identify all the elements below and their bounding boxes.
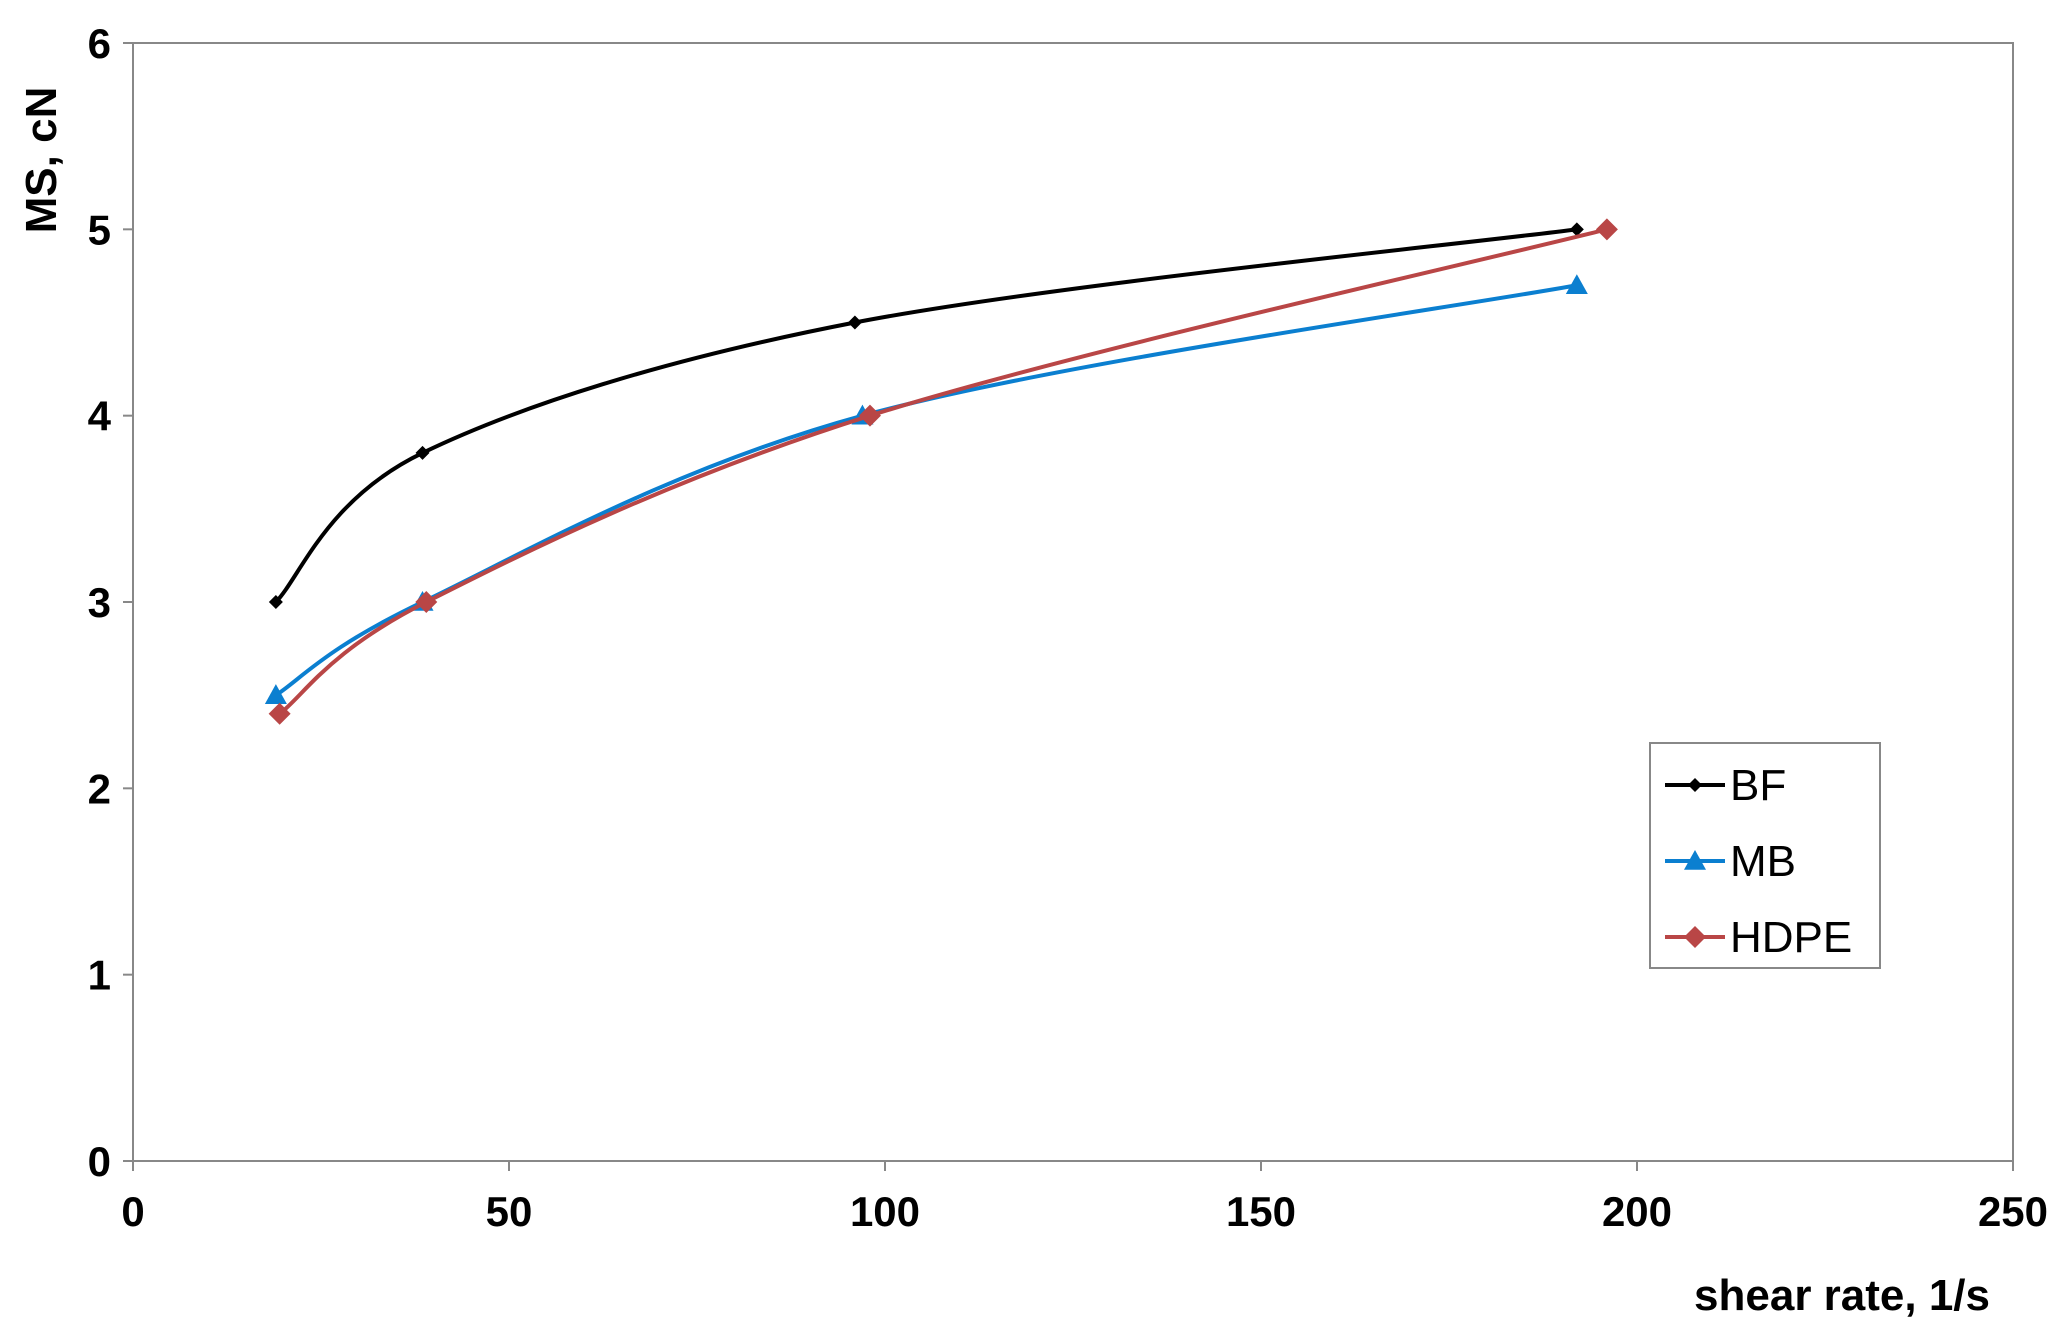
x-tick-label: 150 — [1226, 1188, 1296, 1235]
series-bf — [268, 222, 1584, 609]
y-tick-label: 0 — [88, 1138, 111, 1185]
plot-area — [132, 42, 2014, 1162]
data-point-hdpe — [268, 702, 291, 725]
legend-label-bf: BF — [1730, 761, 1786, 810]
series-hdpe — [268, 218, 1618, 725]
x-tick-label: 200 — [1602, 1188, 1672, 1235]
y-tick-label: 2 — [88, 765, 111, 812]
legend: BF MB HDPE — [1649, 742, 1881, 969]
x-axis: 0 50 100 150 200 250 — [121, 1161, 2048, 1235]
legend-marker-hdpe — [1684, 926, 1706, 948]
data-point-bf — [1569, 222, 1584, 237]
legend-box — [1649, 742, 1881, 969]
y-tick-label: 1 — [88, 952, 111, 999]
y-tick-label: 3 — [88, 579, 111, 626]
data-point-bf — [847, 315, 862, 330]
data-point-mb — [1565, 274, 1588, 295]
legend-label-mb: MB — [1730, 837, 1796, 886]
y-tick-label: 5 — [88, 206, 111, 253]
y-axis-title: MS, cN — [17, 87, 66, 234]
data-point-hdpe — [1595, 218, 1618, 241]
x-axis-title: shear rate, 1/s — [1694, 1271, 1990, 1320]
x-tick-label: 100 — [850, 1188, 920, 1235]
y-axis: 0 1 2 3 4 5 6 — [88, 20, 133, 1185]
y-tick-label: 4 — [88, 393, 112, 440]
series-line-mb — [274, 283, 1578, 697]
x-tick-label: 50 — [486, 1188, 533, 1235]
series-layer — [264, 218, 1618, 725]
series-line-bf — [274, 227, 1578, 604]
data-point-mb — [264, 684, 287, 704]
data-point-bf — [268, 595, 283, 609]
y-tick-label: 6 — [88, 20, 111, 67]
data-point-hdpe — [415, 591, 438, 613]
x-tick-label: 250 — [1978, 1188, 2048, 1235]
legend-marker-mb — [1684, 850, 1706, 870]
x-tick-label: 0 — [121, 1188, 144, 1235]
series-line-hdpe — [278, 227, 1608, 716]
legend-marker-bf — [1688, 778, 1702, 792]
data-point-hdpe — [858, 404, 881, 427]
legend-label-hdpe: HDPE — [1730, 913, 1852, 962]
data-point-bf — [415, 445, 430, 460]
